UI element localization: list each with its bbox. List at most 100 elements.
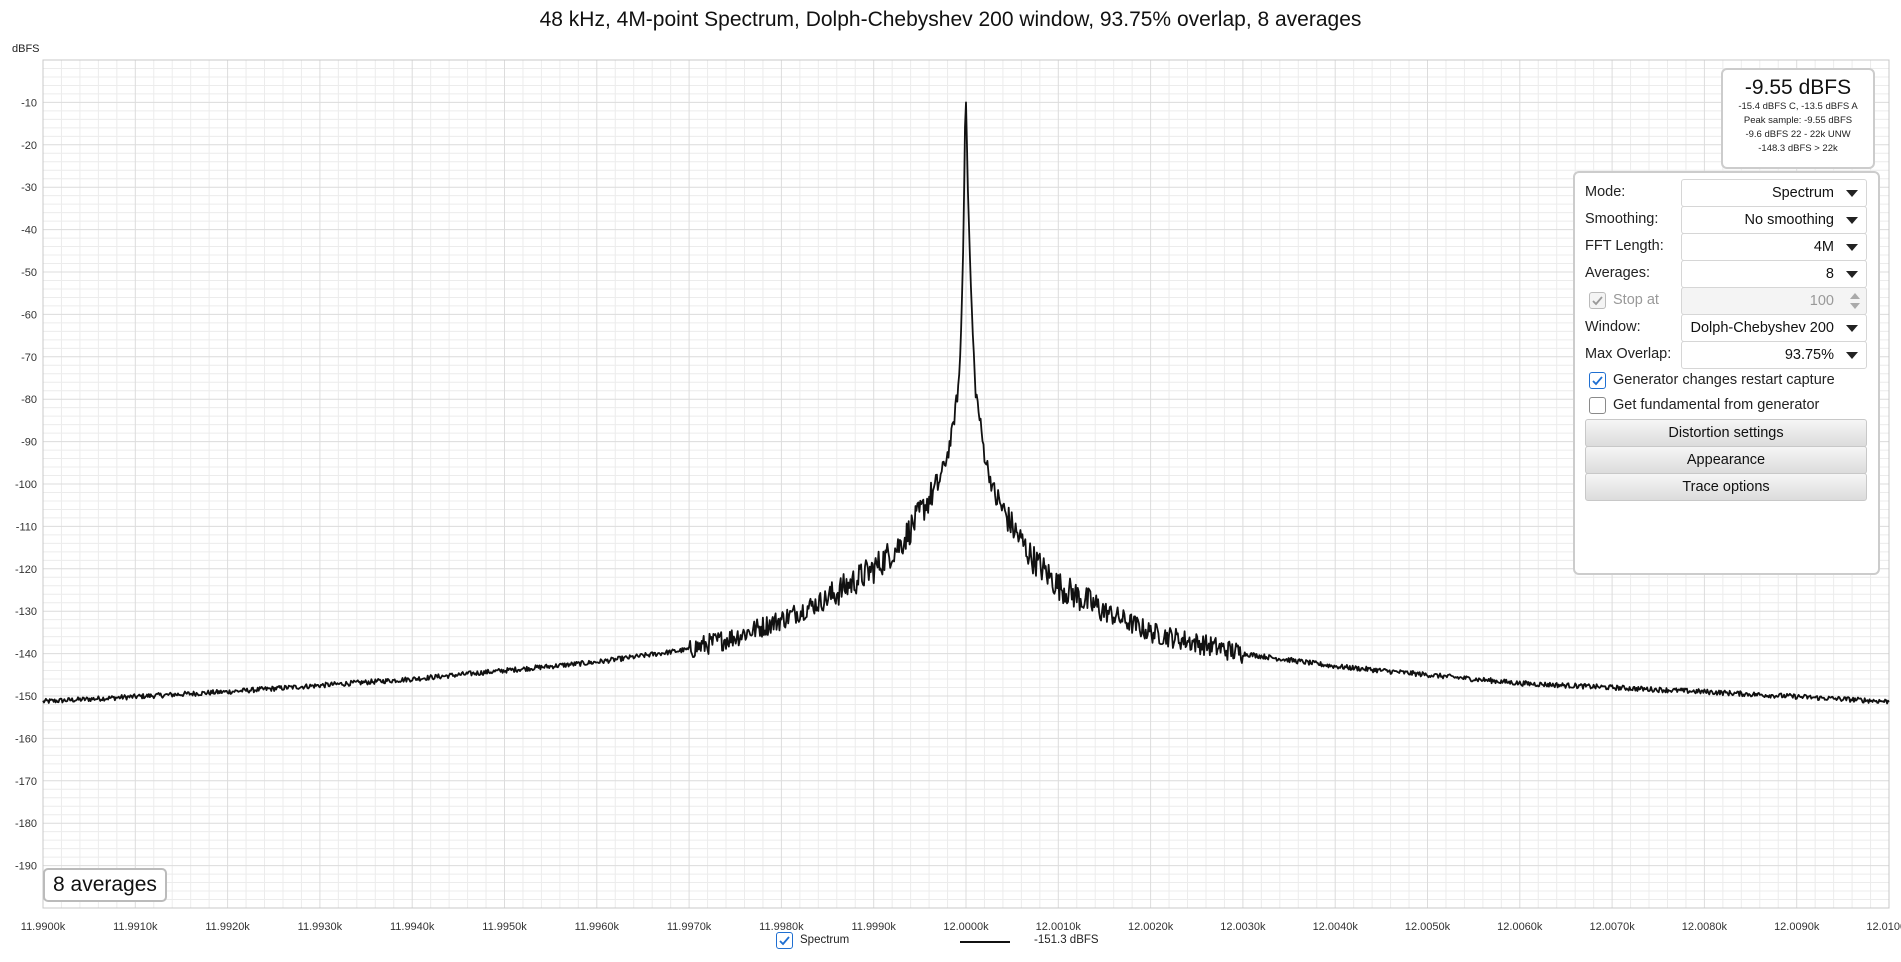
x-tick-label: 12.0090k bbox=[1774, 921, 1820, 933]
averages-overlay: 8 averages bbox=[43, 868, 167, 902]
smoothing-value: No smoothing bbox=[1744, 212, 1834, 228]
x-tick-label: 11.9960k bbox=[575, 921, 620, 933]
window-row: Window: Dolph-Chebyshev 200 bbox=[1585, 314, 1867, 342]
y-tick-label: -190 bbox=[15, 861, 37, 873]
stop-at-checkbox[interactable] bbox=[1589, 292, 1606, 309]
x-tick-label: 12.0040k bbox=[1313, 921, 1359, 933]
checkmark-icon bbox=[779, 936, 790, 946]
chevron-down-icon bbox=[1846, 325, 1858, 332]
x-tick-label: 12.0060k bbox=[1497, 921, 1543, 933]
mode-value: Spectrum bbox=[1771, 185, 1834, 201]
trace-options-button[interactable]: Trace options bbox=[1585, 473, 1867, 501]
settings-panel: Mode: Spectrum Smoothing: No smoothing F… bbox=[1573, 171, 1880, 575]
get-fundamental-checkbox[interactable] bbox=[1589, 397, 1606, 414]
generator-restart-checkbox[interactable] bbox=[1589, 372, 1606, 389]
generator-restart-row[interactable]: Generator changes restart capture bbox=[1585, 369, 1867, 391]
x-tick-label: 12.0100k bbox=[1866, 921, 1901, 933]
chevron-down-icon bbox=[1846, 190, 1858, 197]
y-tick-label: -30 bbox=[21, 182, 37, 194]
x-tick-label: 12.0010k bbox=[1036, 921, 1082, 933]
x-tick-label: 11.9930k bbox=[298, 921, 343, 933]
y-tick-label: -170 bbox=[15, 776, 37, 788]
y-tick-label: -20 bbox=[21, 140, 37, 152]
y-tick-label: -120 bbox=[15, 564, 37, 576]
y-tick-label: -130 bbox=[15, 606, 37, 618]
y-tick-label: -160 bbox=[15, 733, 37, 745]
mode-dropdown[interactable]: Spectrum bbox=[1681, 179, 1867, 207]
max-overlap-row: Max Overlap: 93.75% bbox=[1585, 341, 1867, 369]
chevron-down-icon bbox=[1846, 352, 1858, 359]
legend-line-swatch bbox=[960, 941, 1010, 943]
y-tick-label: -180 bbox=[15, 818, 37, 830]
checkmark-icon bbox=[1592, 296, 1603, 306]
x-tick-label: 12.0020k bbox=[1128, 921, 1174, 933]
x-tick-label: 11.9970k bbox=[667, 921, 712, 933]
x-tick-label: 12.0000k bbox=[943, 921, 989, 933]
x-tick-label: 12.0050k bbox=[1405, 921, 1451, 933]
fft-length-dropdown[interactable]: 4M bbox=[1681, 233, 1867, 261]
chart-title: 48 kHz, 4M-point Spectrum, Dolph-Chebysh… bbox=[539, 8, 1362, 31]
x-tick-label: 11.9900k bbox=[21, 921, 66, 933]
fft-length-row: FFT Length: 4M bbox=[1585, 233, 1867, 261]
chevron-down-icon bbox=[1846, 217, 1858, 224]
max-overlap-dropdown[interactable]: 93.75% bbox=[1681, 341, 1867, 369]
y-tick-label: -100 bbox=[15, 479, 37, 491]
readout-main: -9.55 dBFS bbox=[1744, 76, 1852, 99]
fft-length-value: 4M bbox=[1813, 239, 1834, 255]
window-value: Dolph-Chebyshev 200 bbox=[1690, 320, 1834, 336]
readout-line3: -9.6 dBFS 22 - 22k UNW bbox=[1745, 129, 1851, 140]
mode-label: Mode: bbox=[1585, 184, 1626, 200]
averages-label: Averages: bbox=[1585, 265, 1651, 281]
spinner-arrows-icon[interactable] bbox=[1848, 291, 1862, 311]
stop-at-spinbox[interactable]: 100 bbox=[1681, 287, 1867, 315]
y-tick-label: -40 bbox=[21, 225, 37, 237]
y-tick-label: -140 bbox=[15, 649, 37, 661]
y-tick-label: -70 bbox=[21, 352, 37, 364]
plot-frame bbox=[42, 59, 1890, 909]
readout-line1: -15.4 dBFS C, -13.5 dBFS A bbox=[1738, 101, 1858, 112]
legend-spectrum-checkbox[interactable] bbox=[776, 932, 793, 949]
chevron-down-icon bbox=[1846, 271, 1858, 278]
smoothing-dropdown[interactable]: No smoothing bbox=[1681, 206, 1867, 234]
fft-length-label: FFT Length: bbox=[1585, 238, 1664, 254]
get-fundamental-row[interactable]: Get fundamental from generator bbox=[1585, 394, 1867, 416]
series-line-spectrum bbox=[42, 101, 1890, 705]
x-tick-label: 12.0070k bbox=[1589, 921, 1635, 933]
stop-at-label: Stop at bbox=[1613, 292, 1659, 308]
legend-series-value: -151.3 dBFS bbox=[1034, 934, 1099, 946]
averages-dropdown[interactable]: 8 bbox=[1681, 260, 1867, 288]
appearance-button[interactable]: Appearance bbox=[1585, 446, 1867, 474]
x-tick-label: 11.9980k bbox=[759, 921, 804, 933]
stop-at-row: Stop at 100 bbox=[1585, 287, 1867, 315]
distortion-settings-button[interactable]: Distortion settings bbox=[1585, 419, 1867, 447]
get-fundamental-label: Get fundamental from generator bbox=[1613, 397, 1820, 413]
y-tick-label: -90 bbox=[21, 437, 37, 449]
checkmark-icon bbox=[1592, 376, 1603, 386]
x-tick-label: 11.9910k bbox=[113, 921, 158, 933]
x-tick-label: 11.9940k bbox=[390, 921, 435, 933]
y-tick-label: -150 bbox=[15, 691, 37, 703]
x-tick-label: 11.9990k bbox=[851, 921, 896, 933]
max-overlap-label: Max Overlap: bbox=[1585, 346, 1672, 362]
smoothing-label: Smoothing: bbox=[1585, 211, 1659, 227]
y-tick-label: -50 bbox=[21, 267, 37, 279]
y-tick-label: -110 bbox=[16, 521, 37, 533]
y-tick-label: -80 bbox=[21, 394, 37, 406]
averages-row: Averages: 8 bbox=[1585, 260, 1867, 288]
y-tick-label: -60 bbox=[21, 309, 37, 321]
y-axis-label: dBFS bbox=[12, 43, 40, 55]
x-tick-label: 11.9920k bbox=[205, 921, 250, 933]
window-label: Window: bbox=[1585, 319, 1641, 335]
smoothing-row: Smoothing: No smoothing bbox=[1585, 206, 1867, 234]
legend-series-name: Spectrum bbox=[800, 934, 850, 946]
x-tick-label: 11.9950k bbox=[482, 921, 527, 933]
max-overlap-value: 93.75% bbox=[1784, 347, 1834, 363]
stop-at-value: 100 bbox=[1809, 293, 1834, 309]
level-readout: -9.55 dBFS -15.4 dBFS C, -13.5 dBFS A Pe… bbox=[1721, 68, 1875, 169]
window-dropdown[interactable]: Dolph-Chebyshev 200 bbox=[1681, 314, 1867, 342]
readout-line4: -148.3 dBFS > 22k bbox=[1758, 143, 1838, 154]
generator-restart-label: Generator changes restart capture bbox=[1613, 372, 1835, 388]
y-tick-label: -10 bbox=[21, 97, 37, 109]
legend: Spectrum -151.3 dBFS bbox=[0, 930, 1901, 954]
averages-value: 8 bbox=[1825, 266, 1834, 282]
